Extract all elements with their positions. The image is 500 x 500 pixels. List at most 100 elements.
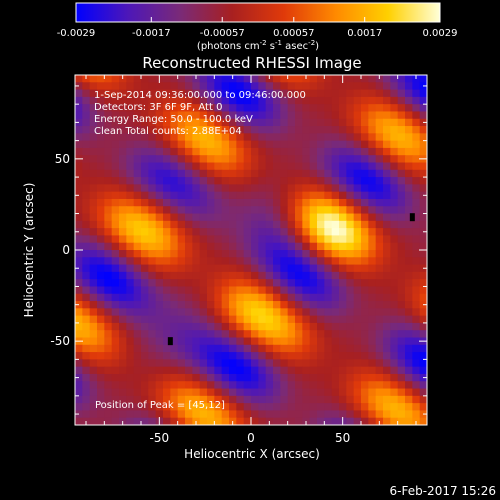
heatmap-cell bbox=[346, 75, 355, 83]
heatmap-cell bbox=[339, 242, 347, 251]
heatmap-cell bbox=[251, 242, 259, 251]
heatmap-cell bbox=[163, 417, 171, 425]
heatmap-cell bbox=[221, 250, 230, 258]
heatmap-cell bbox=[111, 104, 120, 113]
heatmap-cell bbox=[390, 184, 399, 193]
heatmap-cell bbox=[324, 366, 333, 375]
heatmap-cell bbox=[324, 126, 333, 134]
heatmap-cell bbox=[163, 96, 171, 105]
heatmap-cell bbox=[75, 206, 83, 215]
heatmap-cell bbox=[199, 235, 208, 244]
heatmap-cell bbox=[207, 242, 215, 251]
heatmap-cell bbox=[97, 104, 105, 113]
y-axis-label: Heliocentric Y (arcsec) bbox=[22, 183, 36, 318]
heatmap-cell bbox=[170, 301, 179, 309]
heatmap-cell bbox=[126, 162, 135, 171]
heatmap-cell bbox=[170, 228, 179, 237]
heatmap-cell bbox=[375, 206, 384, 215]
heatmap-cell bbox=[97, 147, 105, 156]
heatmap-cell bbox=[185, 330, 193, 339]
heatmap-cell bbox=[317, 206, 325, 215]
heatmap-cell bbox=[405, 177, 413, 185]
heatmap-cell bbox=[214, 228, 223, 237]
heatmap-cell bbox=[309, 140, 318, 149]
heatmap-cell bbox=[170, 155, 179, 164]
heatmap-cell bbox=[251, 184, 259, 193]
heatmap-cell bbox=[265, 118, 274, 127]
heatmap-cell bbox=[89, 96, 98, 105]
heatmap-cell bbox=[361, 337, 369, 346]
heatmap-cell bbox=[368, 293, 377, 302]
heatmap-cell bbox=[170, 206, 179, 215]
heatmap-cell bbox=[390, 228, 399, 237]
heatmap-cell bbox=[177, 104, 186, 113]
heatmap-cell bbox=[309, 257, 318, 266]
heatmap-cell bbox=[163, 111, 171, 120]
heatmap-cell bbox=[104, 75, 113, 83]
heatmap-cell bbox=[309, 228, 318, 237]
heatmap-cell bbox=[221, 82, 230, 91]
heatmap-cell bbox=[155, 322, 164, 331]
heatmap-cell bbox=[317, 140, 325, 149]
heatmap-cell bbox=[353, 162, 362, 171]
heatmap-cell bbox=[104, 279, 113, 288]
heatmap-cell bbox=[368, 388, 377, 397]
heatmap-cell bbox=[302, 82, 311, 91]
heatmap-cell bbox=[82, 228, 91, 237]
heatmap-cell bbox=[133, 322, 142, 331]
heatmap-cell bbox=[375, 264, 384, 273]
heatmap-cell bbox=[258, 184, 267, 193]
heatmap-cell bbox=[104, 359, 113, 368]
heatmap-cell bbox=[214, 140, 223, 149]
heatmap-cell bbox=[280, 155, 289, 164]
heatmap-cell bbox=[375, 177, 384, 185]
heatmap-cell bbox=[397, 111, 406, 120]
heatmap-cell bbox=[126, 315, 135, 324]
heatmap-cell bbox=[185, 352, 193, 360]
heatmap-cell bbox=[317, 403, 325, 412]
heatmap-cell bbox=[295, 198, 303, 207]
heatmap-cell bbox=[280, 126, 289, 134]
heatmap-cell bbox=[295, 228, 303, 237]
heatmap-cell bbox=[126, 410, 135, 419]
heatmap-cell bbox=[258, 220, 267, 229]
heatmap-cell bbox=[236, 96, 245, 105]
heatmap-cell bbox=[119, 359, 127, 368]
heatmap-cell bbox=[141, 395, 149, 404]
heatmap-cell bbox=[412, 388, 421, 397]
heatmap-cell bbox=[361, 75, 369, 83]
heatmap-cell bbox=[280, 250, 289, 258]
heatmap-cell bbox=[412, 279, 421, 288]
heatmap-cell bbox=[346, 104, 355, 113]
heatmap-cell bbox=[141, 359, 149, 368]
heatmap-cell bbox=[251, 257, 259, 266]
heatmap-cell bbox=[229, 352, 237, 360]
heatmap-cell bbox=[339, 133, 347, 142]
heatmap-cell bbox=[339, 206, 347, 215]
heatmap-cell bbox=[89, 191, 98, 200]
heatmap-cell bbox=[390, 104, 399, 113]
heatmap-cell bbox=[265, 147, 274, 156]
heatmap-cell bbox=[104, 162, 113, 171]
heatmap-cell bbox=[317, 322, 325, 331]
heatmap-cell bbox=[419, 96, 427, 105]
heatmap-cell bbox=[82, 118, 91, 127]
heatmap-cell bbox=[119, 315, 127, 324]
heatmap-cell bbox=[148, 308, 157, 317]
heatmap-cell bbox=[346, 242, 355, 251]
heatmap-cell bbox=[405, 133, 413, 142]
heatmap-cell bbox=[287, 96, 296, 105]
heatmap-cell bbox=[97, 75, 105, 83]
heatmap-cell bbox=[375, 301, 384, 309]
heatmap-cell bbox=[331, 279, 340, 288]
heatmap-cell bbox=[309, 381, 318, 390]
heatmap-cell bbox=[368, 352, 377, 360]
heatmap-cell bbox=[199, 352, 208, 360]
heatmap-cell bbox=[280, 184, 289, 193]
heatmap-cell bbox=[170, 337, 179, 346]
heatmap-cell bbox=[309, 366, 318, 375]
heatmap-cell bbox=[192, 330, 201, 339]
heatmap-cell bbox=[302, 111, 311, 120]
heatmap-cell bbox=[111, 169, 120, 178]
heatmap-cell bbox=[339, 293, 347, 302]
